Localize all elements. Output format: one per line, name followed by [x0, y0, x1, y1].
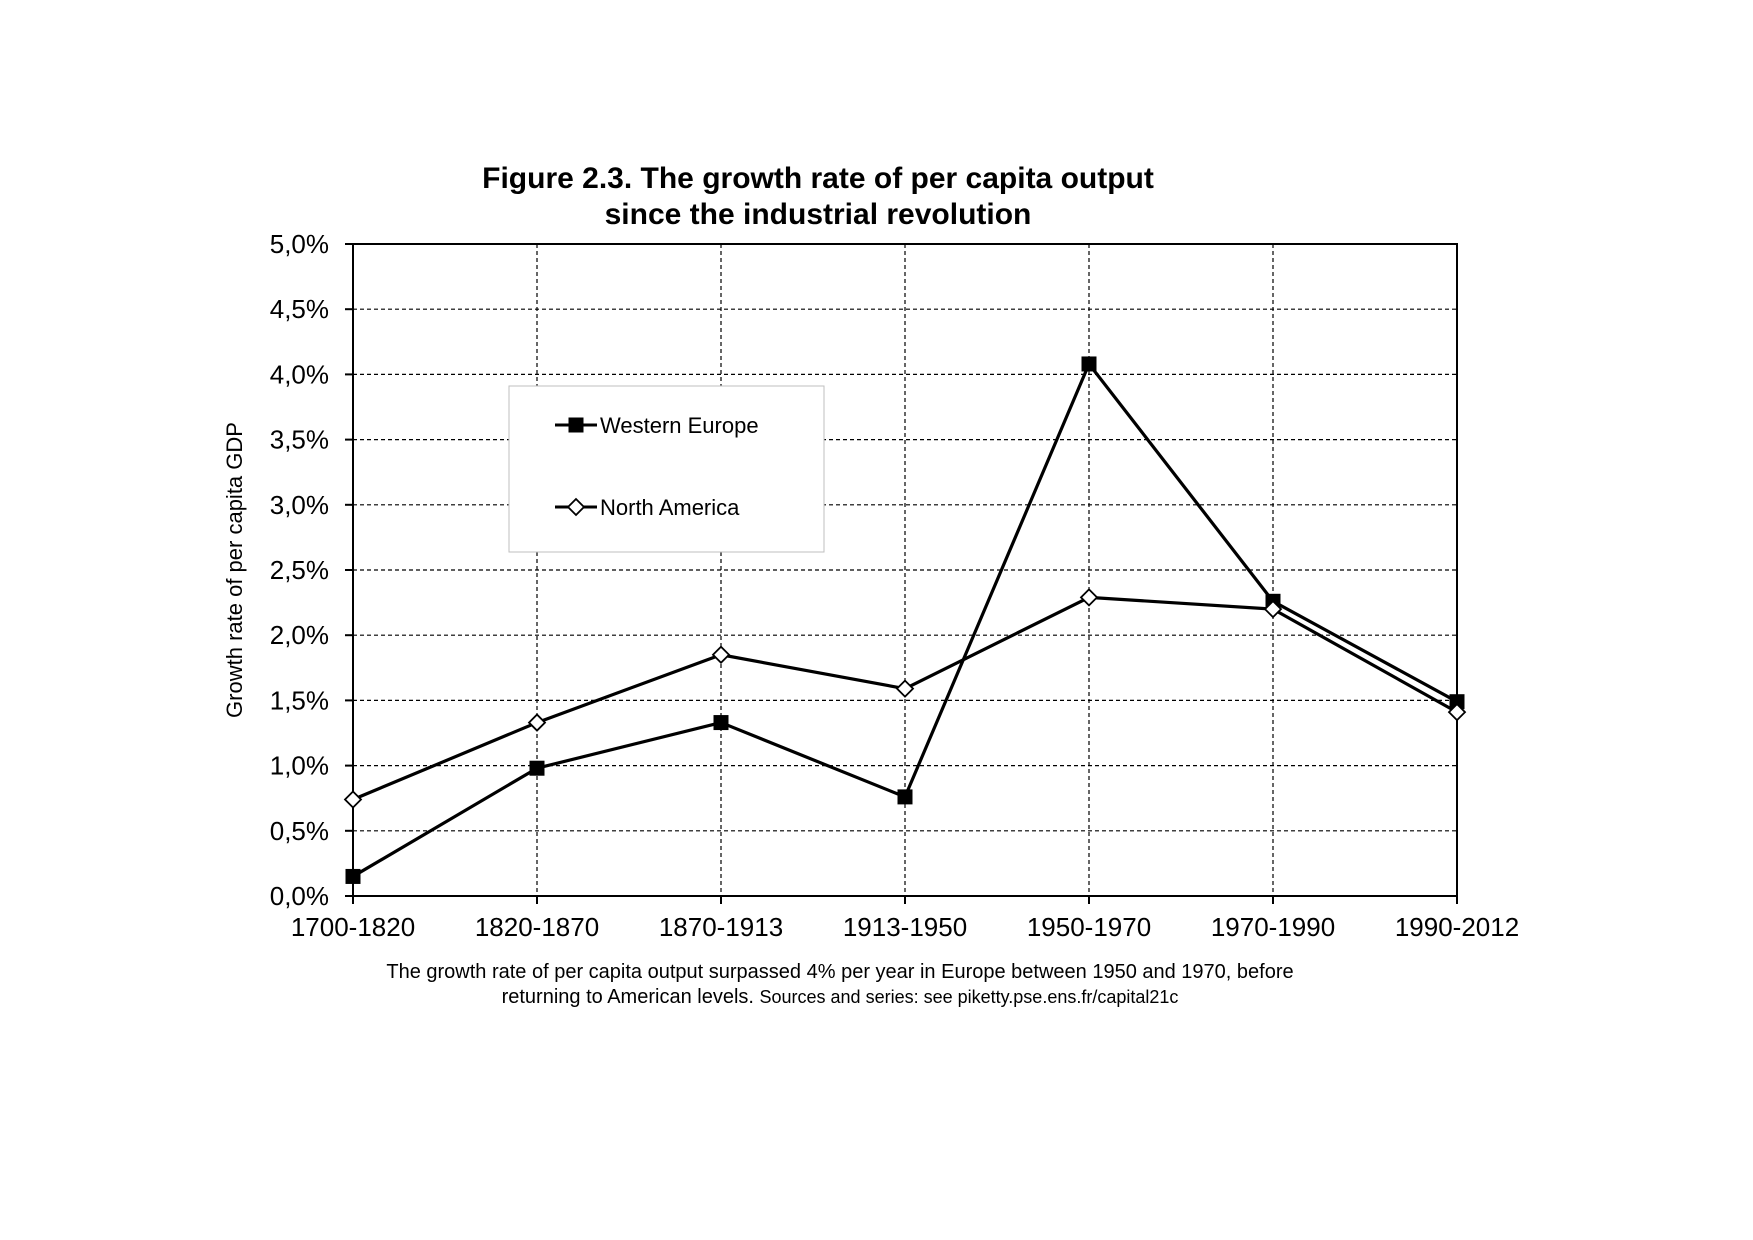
legend-label-north-america: North America: [600, 495, 740, 520]
y-tick-label: 2,0%: [270, 620, 329, 650]
legend-label-western-europe: Western Europe: [600, 413, 759, 438]
series-layer: [343, 356, 1467, 884]
y-tick-label: 2,5%: [270, 555, 329, 585]
data-point-north-america: [1079, 588, 1099, 607]
data-point-western-europe: [529, 760, 545, 776]
data-point-north-america: [1263, 599, 1283, 619]
data-point-western-europe: [345, 868, 361, 884]
x-axis-ticks: 1700-1820 1820-1870 1870-1913 1913-1950 1950…: [291, 896, 1519, 942]
y-tick-label: 4,0%: [270, 359, 329, 389]
caption-line-2: returning to American levels. Sources an…: [340, 985, 1340, 1010]
legend-box: [508, 385, 825, 553]
legend-marker-north-america: [566, 497, 586, 517]
y-tick-label: 4,5%: [270, 294, 329, 324]
x-tick-label: 1870-1913: [659, 912, 783, 942]
chart-title-line-1: Figure 2.3. The growth rate of per capit…: [482, 162, 1154, 195]
data-point-western-europe: [1081, 356, 1097, 372]
data-point-western-europe: [713, 715, 729, 731]
x-tick-label: 1700-1820: [291, 912, 415, 942]
legend-marker-western-europe: [568, 417, 584, 433]
x-tick-label: 1913-1950: [843, 912, 967, 942]
data-point-north-america: [711, 645, 731, 665]
y-axis-ticks: 0,0% 0,5% 1,0% 1,5% 2,0% 2,5% 3,0% 3,5% 4,0% 4,5%…: [270, 229, 353, 911]
caption-source-text: Sources and series: see piketty.pse.ens.…: [759, 987, 1179, 1007]
data-point-north-america: [1447, 702, 1467, 722]
y-tick-label: 0,0%: [270, 881, 329, 911]
data-point-western-europe: [1449, 694, 1465, 710]
y-tick-label: 3,5%: [270, 425, 329, 455]
legend: Western Europe North America: [508, 385, 825, 553]
chart-title-line-2: since the industrial revolution: [605, 198, 1032, 231]
x-tick-label: 1820-1870: [475, 912, 599, 942]
x-tick-label: 1970-1990: [1211, 912, 1335, 942]
y-tick-label: 0,5%: [270, 816, 329, 846]
x-tick-label: 1990-2012: [1395, 912, 1519, 942]
chart-caption: The growth rate of per capita output sur…: [340, 960, 1340, 1010]
y-tick-label: 1,0%: [270, 751, 329, 781]
data-point-north-america: [343, 790, 363, 809]
series-north-america: [343, 588, 1467, 809]
y-tick-label: 5,0%: [270, 229, 329, 259]
y-tick-label: 1,5%: [270, 685, 329, 715]
data-point-western-europe: [897, 789, 913, 805]
caption-line-1: The growth rate of per capita output sur…: [386, 961, 1294, 983]
y-tick-label: 3,0%: [270, 490, 329, 520]
y-axis-label: Growth rate of per capita GDP: [222, 422, 247, 718]
data-point-north-america: [527, 713, 547, 732]
caption-main-text: returning to American levels.: [501, 986, 754, 1008]
data-point-north-america: [895, 679, 915, 698]
x-tick-label: 1950-1970: [1027, 912, 1151, 942]
